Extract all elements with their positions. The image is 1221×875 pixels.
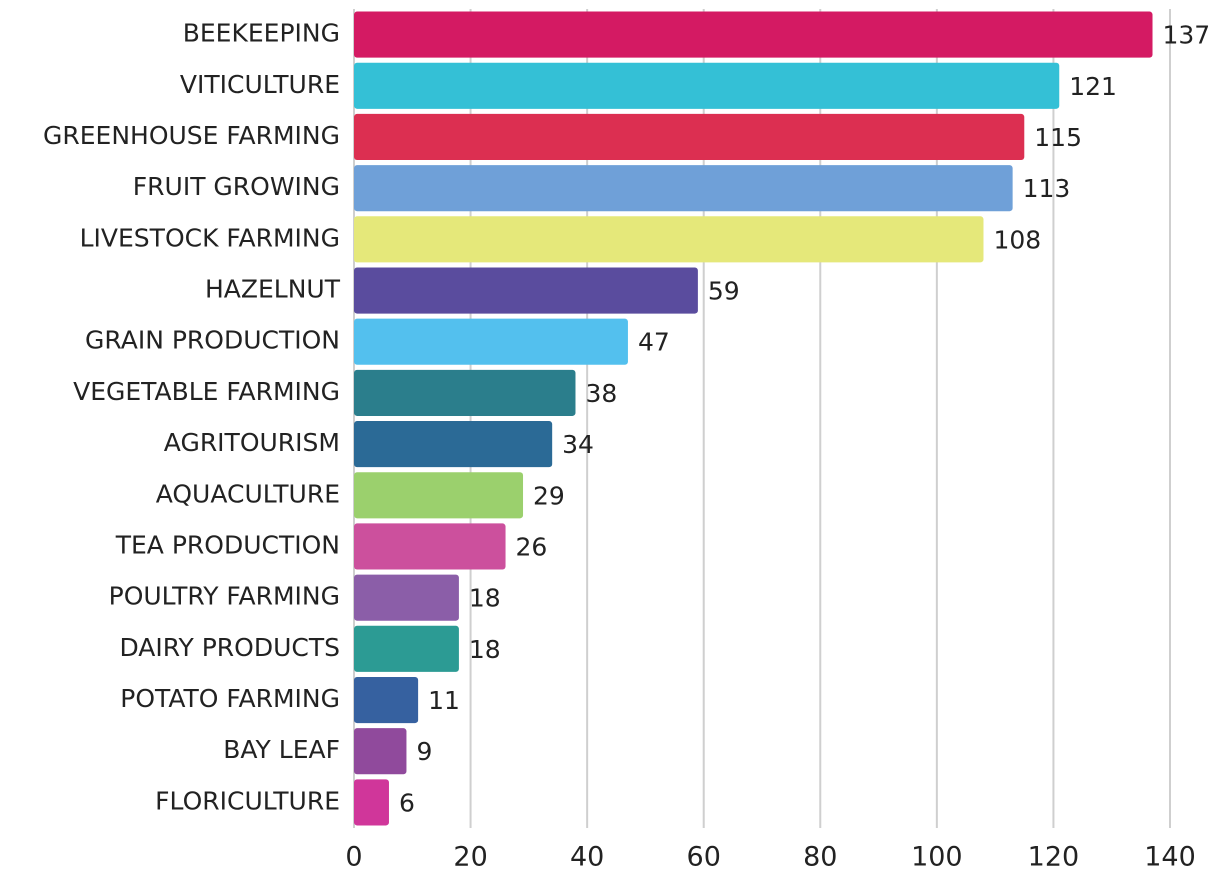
y-tick-label: AGRITOURISM [164,428,340,457]
x-tick-label: 0 [345,842,362,873]
y-tick-label: VITICULTURE [180,70,340,99]
bar [354,728,407,775]
x-tick-label: 100 [911,842,963,873]
bar [354,11,1153,58]
y-tick-label: GRAIN PRODUCTION [85,326,340,355]
x-tick-label: 40 [570,842,604,873]
x-tick-label: 80 [803,842,837,873]
x-tick-label: 20 [453,842,487,873]
data-label: 47 [638,328,670,357]
bar [354,369,576,416]
data-label: 121 [1069,72,1117,101]
y-tick-label: POULTRY FARMING [109,582,340,611]
y-tick-label: FRUIT GROWING [133,172,340,201]
y-tick-label: VEGETABLE FARMING [73,377,340,406]
bar [354,267,698,314]
data-label: 34 [562,430,594,459]
y-tick-label: BAY LEAF [223,735,340,764]
y-tick-label: LIVESTOCK FARMING [80,223,340,252]
data-label: 9 [416,737,432,766]
y-tick-label: TEA PRODUCTION [115,530,340,559]
y-tick-label: HAZELNUT [205,275,341,304]
y-tick-label: GREENHOUSE FARMING [43,121,340,150]
x-tick-label: 120 [1028,842,1080,873]
bar [354,421,553,468]
bar [354,523,506,570]
data-label: 38 [585,379,617,408]
data-label: 29 [533,481,565,510]
data-label: 115 [1034,123,1082,152]
y-tick-label: BEEKEEPING [183,19,340,48]
bar [354,216,984,263]
data-label: 113 [1023,174,1071,203]
data-label: 137 [1163,21,1211,50]
y-tick-label: FLORICULTURE [155,786,340,815]
bar [354,113,1025,161]
y-tick-label: DAIRY PRODUCTS [119,633,340,662]
x-tick-label: 140 [1144,842,1196,873]
data-label: 6 [399,788,415,817]
data-label: 108 [993,225,1041,254]
bar [354,165,1013,212]
x-tick-label: 60 [687,842,721,873]
data-label: 11 [428,686,460,715]
bar [354,472,524,519]
y-tick-label: POTATO FARMING [120,684,340,713]
bar [354,318,628,365]
data-label: 26 [516,532,548,561]
bar [354,62,1060,109]
data-label: 18 [469,635,501,664]
y-tick-label: AQUACULTURE [156,479,340,508]
bar [354,676,419,724]
data-label: 59 [708,277,740,306]
bar [354,779,389,826]
bar [354,625,459,672]
bar [354,574,459,621]
data-label: 18 [469,584,501,613]
